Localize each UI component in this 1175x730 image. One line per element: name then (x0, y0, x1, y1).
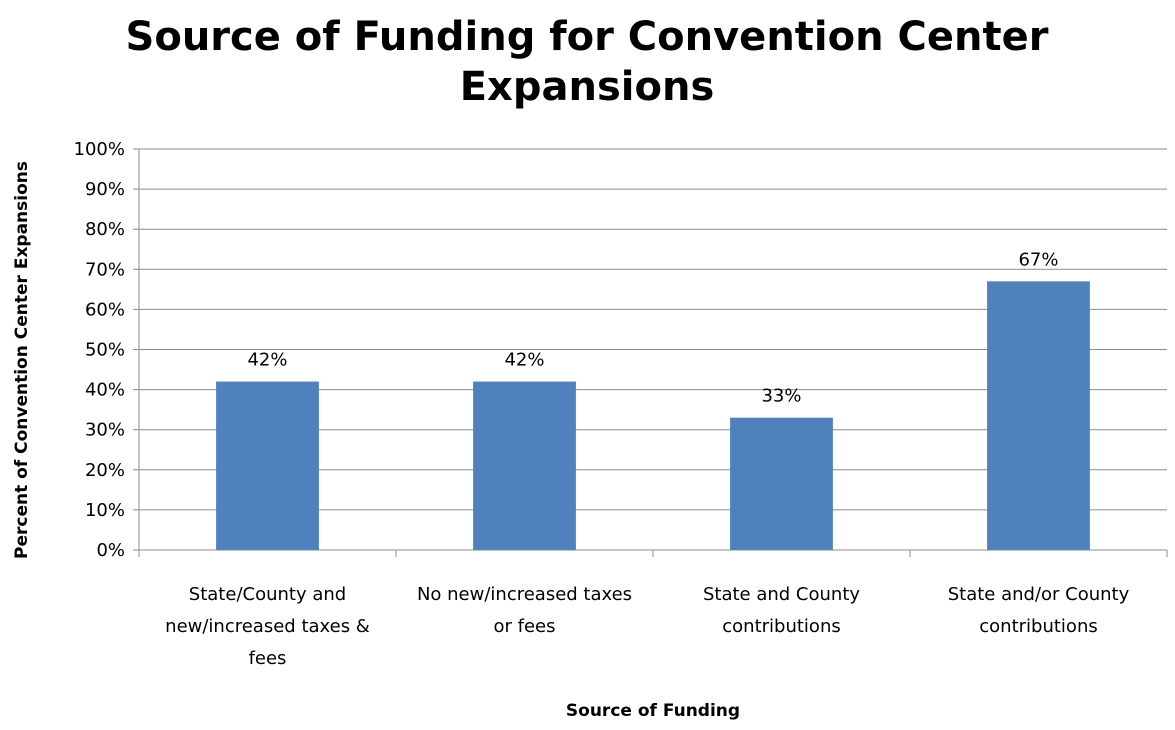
x-category-label: contributions (722, 616, 840, 637)
bar (216, 381, 319, 550)
bar (473, 381, 576, 550)
y-tick-label: 80% (85, 219, 125, 240)
x-category-label: No new/increased taxes (417, 584, 632, 605)
data-label: 42% (247, 350, 287, 371)
y-tick-labels: 0% 10% 20% 30% 40% 50% 60% 70% 80% 90% 100% (74, 139, 125, 561)
y-tick-label: 10% (85, 500, 125, 521)
x-axis-title: Source of Funding (566, 701, 740, 721)
y-tick-label: 60% (85, 299, 125, 320)
data-label: 67% (1018, 249, 1058, 270)
y-tick-label: 50% (85, 340, 125, 361)
y-axis-title: Percent of Convention Center Expansions (12, 161, 32, 559)
y-tick-label: 100% (74, 139, 125, 160)
y-tick-label: 0% (96, 540, 125, 561)
y-tick-label: 40% (85, 380, 125, 401)
bar (987, 281, 1090, 550)
y-tick-label: 90% (85, 179, 125, 200)
x-category-label: State and/or County (948, 584, 1130, 605)
data-labels: 42% 42% 33% 67% (247, 249, 1058, 406)
chart-title-line: Expansions (460, 64, 715, 110)
x-category-label: fees (249, 648, 287, 669)
y-tick-label: 70% (85, 259, 125, 280)
data-label: 33% (761, 386, 801, 407)
y-tick-label: 20% (85, 460, 125, 481)
bars (216, 281, 1090, 550)
chart-title: Source of Funding for Convention CenterE… (126, 14, 1049, 110)
x-category-label: State/County and (189, 584, 346, 605)
y-tick-label: 30% (85, 420, 125, 441)
chart-title-line: Source of Funding for Convention Center (126, 14, 1049, 60)
x-category-label: contributions (979, 616, 1097, 637)
x-category-labels: State/County and new/increased taxes & fee… (165, 584, 1129, 669)
data-label: 42% (504, 350, 544, 371)
x-category-label: new/increased taxes & (165, 616, 370, 637)
x-category-label: State and County (703, 584, 860, 605)
bar (730, 417, 833, 550)
x-category-label: or fees (494, 616, 556, 637)
